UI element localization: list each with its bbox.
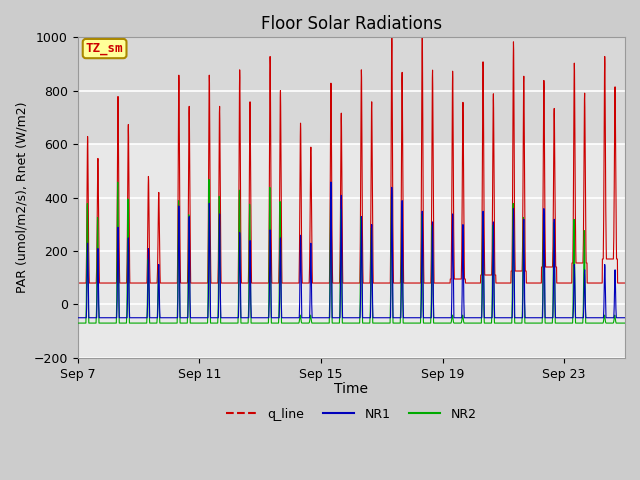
Y-axis label: PAR (umol/m2/s), Rnet (W/m2): PAR (umol/m2/s), Rnet (W/m2) (15, 102, 28, 293)
Bar (77, 37, 625, 144)
Title: Floor Solar Radiations: Floor Solar Radiations (260, 15, 442, 33)
X-axis label: Time: Time (334, 382, 369, 396)
Text: TZ_sm: TZ_sm (86, 42, 124, 55)
Legend: q_line, NR1, NR2: q_line, NR1, NR2 (221, 403, 481, 425)
